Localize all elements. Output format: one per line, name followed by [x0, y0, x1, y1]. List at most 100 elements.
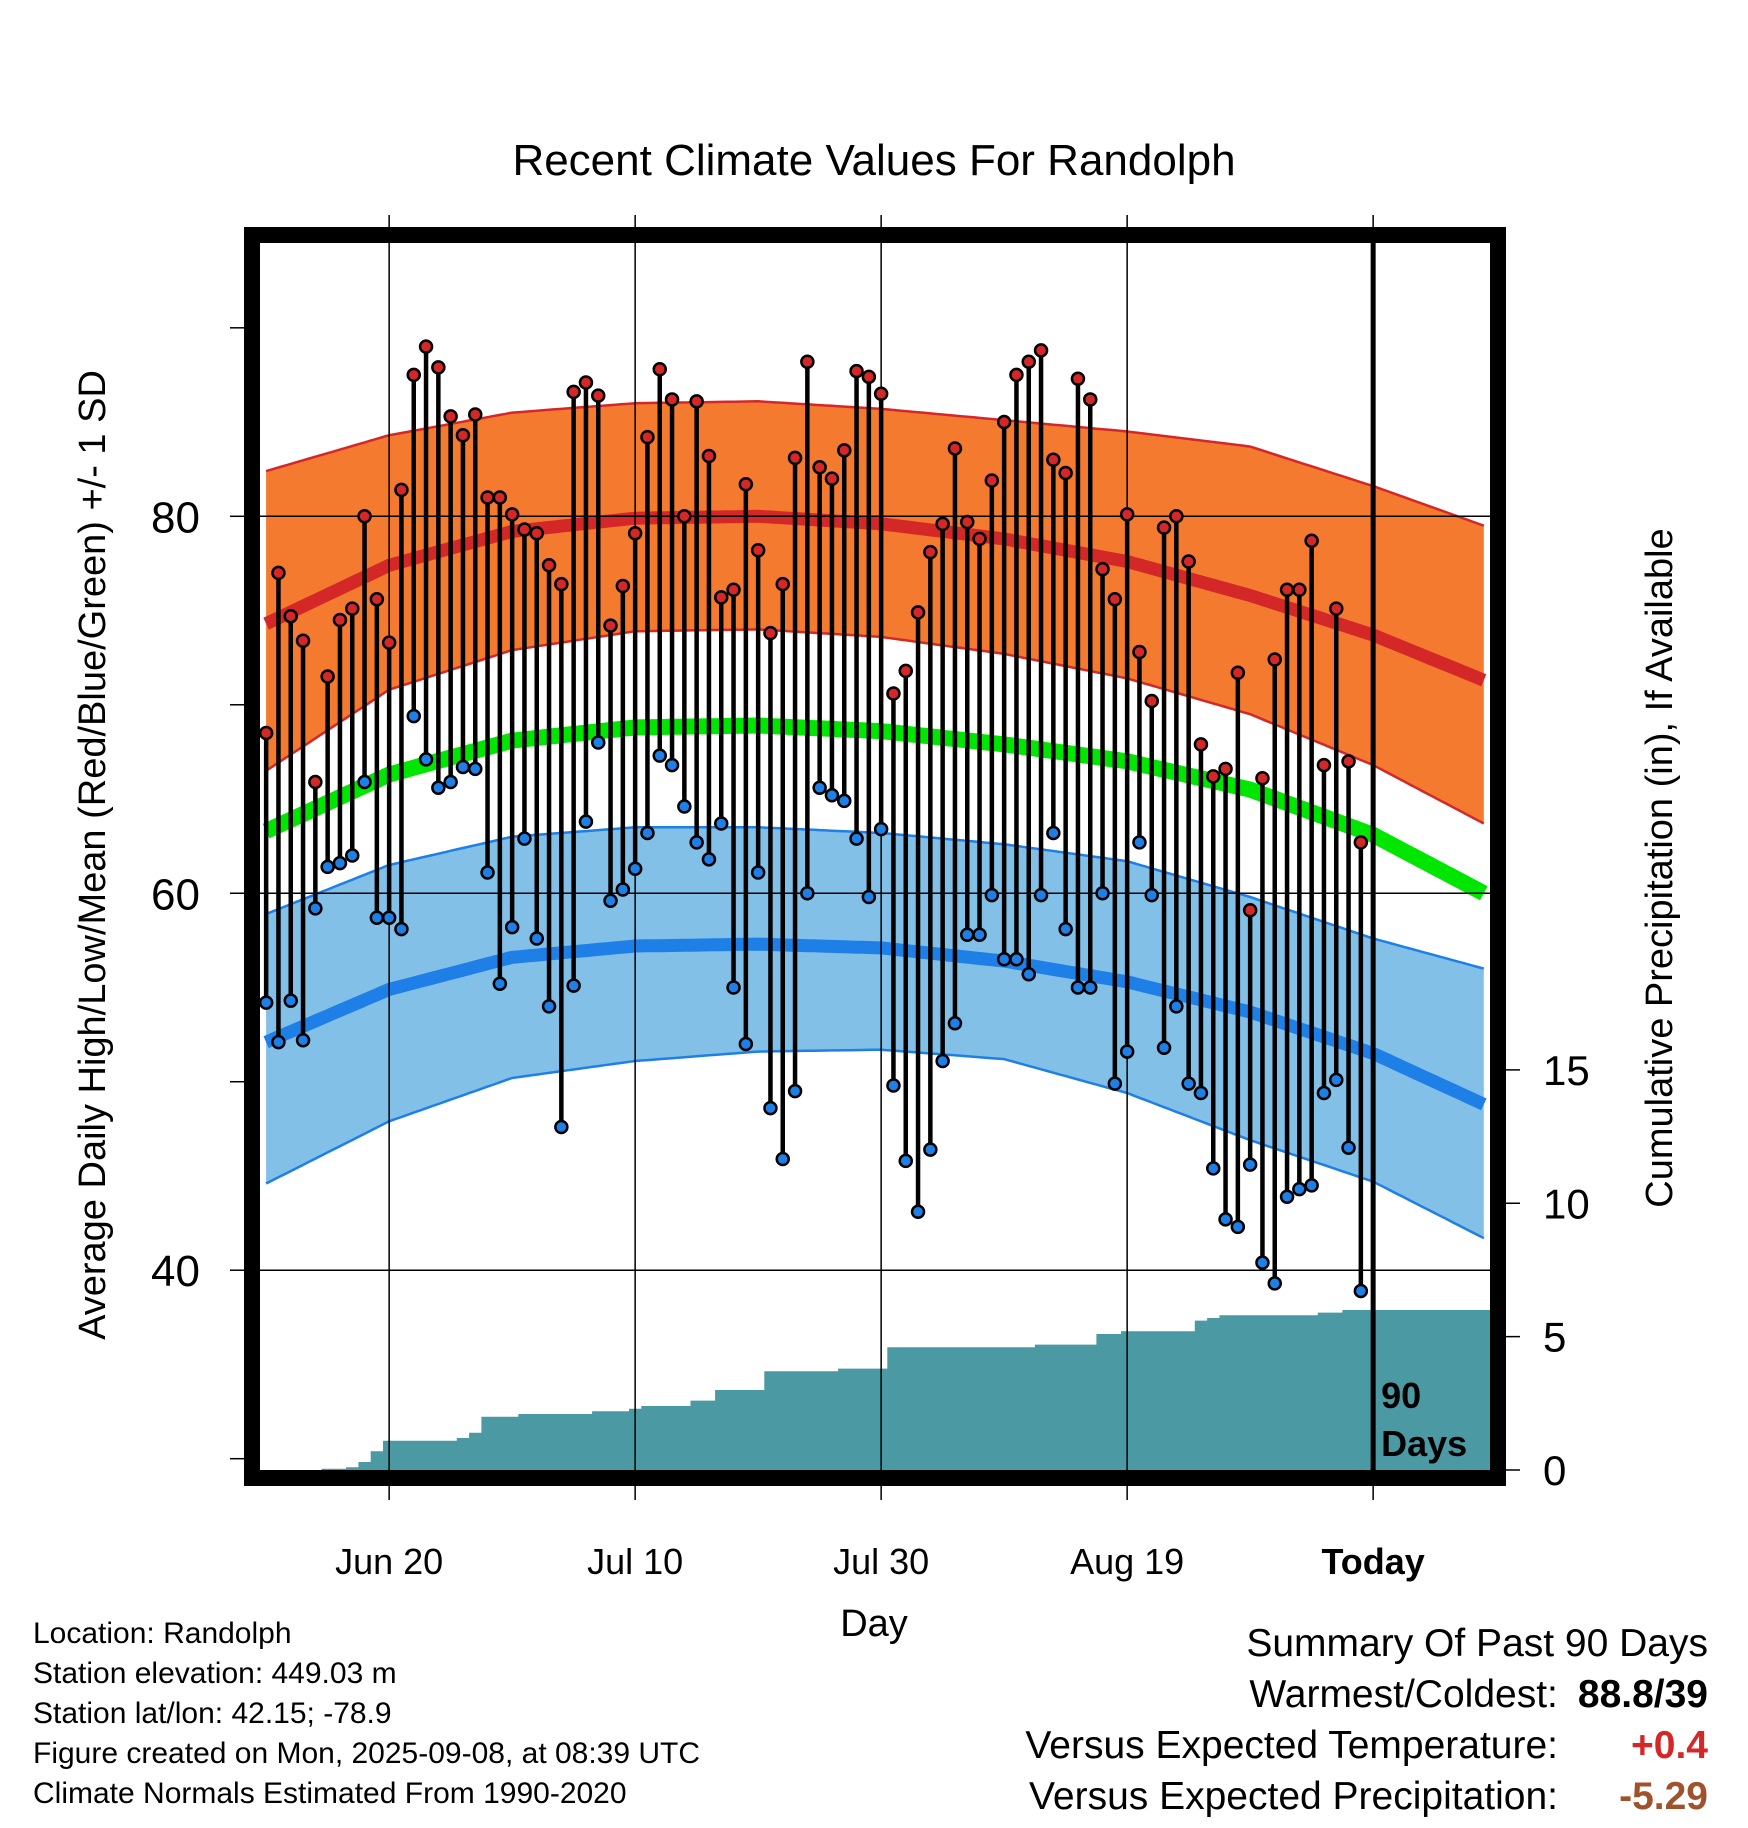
- high-point: [726, 582, 741, 598]
- low-point: [1329, 1072, 1344, 1088]
- high-point: [1169, 509, 1184, 524]
- high-point: [320, 669, 335, 684]
- high-point: [652, 362, 667, 377]
- high-point: [1132, 644, 1147, 660]
- precip-value: -5.29: [1619, 1775, 1708, 1818]
- low-point: [1119, 1044, 1135, 1059]
- high-point: [1292, 582, 1307, 598]
- low-point: [345, 848, 360, 863]
- low-point: [652, 748, 667, 763]
- warm-cold-label: Warmest/Coldest:: [1249, 1673, 1558, 1716]
- latlon-text: Station lat/lon: 42.15; -78.9: [33, 1697, 392, 1730]
- y-right-tick-label: 0: [1543, 1447, 1566, 1494]
- low-point: [455, 759, 471, 775]
- high-point: [677, 509, 692, 524]
- high-point: [1046, 452, 1061, 468]
- high-point: [1107, 591, 1123, 607]
- high-point: [787, 450, 803, 466]
- high-point: [800, 354, 815, 369]
- low-point: [468, 761, 483, 777]
- low-point: [873, 821, 889, 837]
- today-annotation: 90: [1381, 1375, 1421, 1416]
- low-point: [591, 735, 606, 750]
- low-point: [824, 787, 840, 803]
- high-point: [689, 394, 704, 409]
- y-right-tick-label: 5: [1543, 1314, 1566, 1361]
- x-tick-label: Jul 30: [833, 1541, 929, 1582]
- high-point: [738, 477, 754, 492]
- low-point: [1156, 1040, 1172, 1056]
- high-point: [837, 443, 852, 458]
- high-point: [972, 531, 987, 547]
- low-point: [775, 1151, 790, 1167]
- warm-cold-row: Warmest/Coldest: 88.8/39: [1025, 1669, 1708, 1720]
- high-point: [664, 392, 680, 407]
- low-point: [566, 978, 581, 993]
- station-info: Location: Randolph Station elevation: 44…: [33, 1614, 700, 1814]
- low-point: [295, 1033, 311, 1048]
- high-point: [996, 414, 1012, 430]
- high-point: [1070, 371, 1086, 386]
- low-point: [1095, 886, 1110, 901]
- low-point: [320, 859, 335, 875]
- high-point: [381, 635, 397, 650]
- low-point: [960, 927, 975, 942]
- low-point: [406, 708, 421, 724]
- high-sd-band: [266, 401, 1484, 824]
- high-point: [873, 386, 889, 402]
- y-left-tick-label: 80: [151, 493, 200, 542]
- low-point: [947, 1016, 963, 1031]
- high-point: [260, 725, 274, 741]
- low-point: [1230, 1219, 1246, 1235]
- low-point: [1046, 825, 1061, 841]
- low-point: [283, 993, 298, 1008]
- x-axis-label: Day: [840, 1603, 908, 1645]
- summary-title: Summary Of Past 90 Days: [1246, 1622, 1708, 1665]
- high-point: [394, 482, 409, 498]
- high-point: [504, 507, 520, 522]
- low-point: [1292, 1181, 1307, 1197]
- low-point: [332, 855, 348, 871]
- low-point: [849, 831, 864, 846]
- high-point: [1267, 652, 1282, 667]
- y-left-tick-label: 60: [151, 870, 200, 919]
- high-point: [529, 526, 544, 541]
- high-point: [418, 339, 434, 354]
- low-point: [517, 831, 532, 846]
- low-point: [701, 852, 717, 867]
- high-point: [960, 514, 975, 530]
- low-point: [504, 919, 520, 935]
- high-point: [554, 576, 569, 592]
- y-left-tick-label: 40: [151, 1247, 200, 1296]
- high-point: [308, 774, 323, 790]
- low-point: [1021, 967, 1036, 982]
- low-sd-lower-line: [265, 1048, 1485, 1240]
- low-point: [1242, 1157, 1258, 1172]
- precipitation-area: [260, 1310, 1490, 1470]
- low-point: [1058, 921, 1073, 937]
- high-point: [1316, 757, 1332, 773]
- y-right-tick-label: 10: [1543, 1180, 1590, 1227]
- today-annotation: Days: [1381, 1423, 1467, 1464]
- low-point: [812, 780, 827, 795]
- low-point: [615, 882, 631, 897]
- warm-cold-value: 88.8/39: [1577, 1673, 1708, 1716]
- high-point: [603, 618, 618, 633]
- low-point: [1218, 1212, 1233, 1227]
- high-point: [898, 663, 913, 679]
- low-point: [714, 816, 729, 831]
- low-point: [603, 893, 618, 909]
- high-point: [1206, 769, 1221, 784]
- high-point: [1329, 601, 1344, 616]
- high-point: [627, 526, 643, 541]
- high-point: [1255, 771, 1270, 786]
- high-point: [763, 625, 778, 641]
- high-point: [541, 558, 557, 573]
- high-point: [1181, 554, 1196, 569]
- low-point: [308, 901, 323, 916]
- low-normal-line: [263, 937, 1487, 1111]
- temp-row: Versus Expected Temperature: +0.4: [1025, 1720, 1708, 1771]
- low-point: [1353, 1283, 1369, 1299]
- precip-row: Versus Expected Precipitation: -5.29: [1025, 1771, 1708, 1822]
